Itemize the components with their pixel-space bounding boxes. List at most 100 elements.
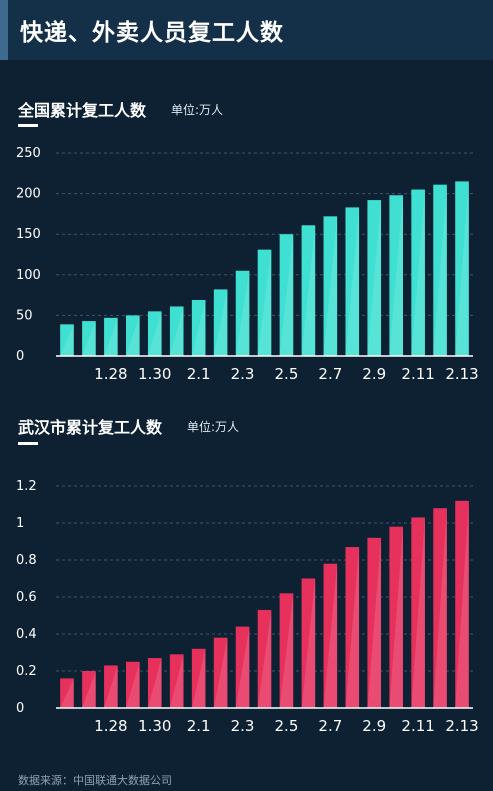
national-chart: 0 50 100 150 200 250 1.28 1.30 2.1 2.3 2.5 2.7 2.9 2.…	[16, 146, 479, 383]
chart1-title: 全国累计复工人数	[18, 101, 147, 120]
chart2-title: 武汉市累计复工人数	[18, 418, 163, 437]
header-bar: 快递、外卖人员复工人数	[0, 0, 493, 60]
y-tick-label: 0	[16, 349, 24, 364]
bar	[235, 270, 250, 356]
y-tick-label: 150	[16, 227, 41, 242]
chart1-title-underline	[18, 124, 38, 127]
bar-highlight	[213, 637, 228, 708]
bar-highlight	[169, 306, 184, 356]
bar	[60, 324, 74, 356]
bar	[104, 665, 118, 708]
y-tick-label: 0.6	[16, 590, 37, 605]
chart2-unit: 单位:万人	[187, 420, 240, 434]
bar	[104, 317, 118, 356]
y-tick-label: 250	[16, 146, 41, 161]
bar	[147, 658, 162, 708]
bar	[126, 661, 140, 708]
bar	[191, 299, 206, 356]
bar	[301, 578, 316, 708]
bar	[147, 311, 162, 356]
bar	[169, 654, 184, 708]
bar-highlight	[323, 216, 338, 356]
chart1-unit: 单位:万人	[171, 103, 224, 117]
bar	[126, 315, 140, 356]
x-tick-label: 1.30	[138, 365, 171, 383]
bar-highlight	[411, 189, 425, 356]
bar	[257, 609, 272, 708]
bar-highlight	[257, 249, 272, 356]
x-tick-label: 2.5	[275, 717, 299, 735]
x-tick-label: 2.3	[231, 717, 255, 735]
y-tick-label: 100	[16, 268, 41, 283]
wuhan-chart: 0 0.2 0.4 0.6 0.8 1 1.2 1.28 1.30 2.1 2.3 2.5 2.7 2.9…	[16, 479, 479, 735]
chart2-title-underline	[18, 442, 38, 445]
bar	[389, 526, 403, 708]
bar-highlight	[126, 315, 140, 356]
bar	[213, 637, 228, 708]
x-tick-label: 2.3	[231, 365, 255, 383]
bar	[213, 289, 228, 356]
y-tick-label: 0.8	[16, 553, 37, 568]
bar	[455, 181, 469, 356]
bar	[367, 200, 382, 356]
y-tick-label: 0.2	[16, 664, 37, 679]
data-source: 数据来源：中国联通大数据公司	[18, 774, 172, 787]
bar	[411, 189, 425, 356]
bar-highlight	[60, 324, 74, 356]
bar	[301, 225, 316, 356]
x-tick-label: 1.28	[94, 717, 127, 735]
x-tick-label: 2.13	[445, 365, 478, 383]
y-tick-label: 1	[16, 516, 24, 531]
bar-highlight	[455, 181, 469, 356]
bar	[367, 537, 382, 708]
x-tick-label: 2.13	[445, 717, 478, 735]
bar-highlight	[411, 517, 425, 708]
bar-highlight	[345, 207, 360, 356]
page-title: 快递、外卖人员复工人数	[20, 20, 284, 46]
x-tick-label: 1.30	[138, 717, 171, 735]
y-tick-label: 50	[16, 308, 33, 323]
bar-highlight	[147, 311, 162, 356]
bar-highlight	[279, 593, 294, 708]
bar	[455, 500, 469, 708]
bar-highlight	[345, 547, 360, 708]
bar-highlight	[126, 661, 140, 708]
x-tick-label: 2.9	[362, 365, 386, 383]
x-tick-label: 1.28	[94, 365, 127, 383]
bar	[389, 195, 403, 356]
bar-highlight	[104, 317, 118, 356]
y-tick-label: 0	[16, 701, 24, 716]
bar	[411, 517, 425, 708]
bar	[345, 547, 360, 708]
bar-highlight	[82, 321, 96, 356]
y-tick-label: 0.4	[16, 627, 37, 642]
x-tick-label: 2.7	[318, 365, 342, 383]
bar	[323, 563, 338, 708]
bar-highlight	[191, 648, 206, 708]
x-tick-label: 2.1	[187, 365, 211, 383]
bar-highlight	[82, 671, 96, 708]
bar-highlight	[279, 234, 294, 356]
bar	[279, 234, 294, 356]
x-tick-label: 2.5	[275, 365, 299, 383]
bar-highlight	[367, 200, 382, 356]
bar-highlight	[301, 578, 316, 708]
bar	[433, 184, 447, 356]
bar-highlight	[367, 537, 382, 708]
bar	[235, 626, 250, 708]
bar	[323, 216, 338, 356]
y-tick-label: 200	[16, 187, 41, 202]
bar	[279, 593, 294, 708]
bar	[169, 306, 184, 356]
bar-highlight	[389, 195, 403, 356]
y-tick-label: 1.2	[16, 479, 37, 494]
bar-highlight	[191, 299, 206, 356]
bar	[345, 207, 360, 356]
bar	[82, 321, 96, 356]
header-accent	[0, 0, 8, 60]
bar-highlight	[169, 654, 184, 708]
bar	[191, 648, 206, 708]
x-tick-label: 2.7	[318, 717, 342, 735]
x-tick-label: 2.9	[362, 717, 386, 735]
bar-highlight	[455, 500, 469, 708]
